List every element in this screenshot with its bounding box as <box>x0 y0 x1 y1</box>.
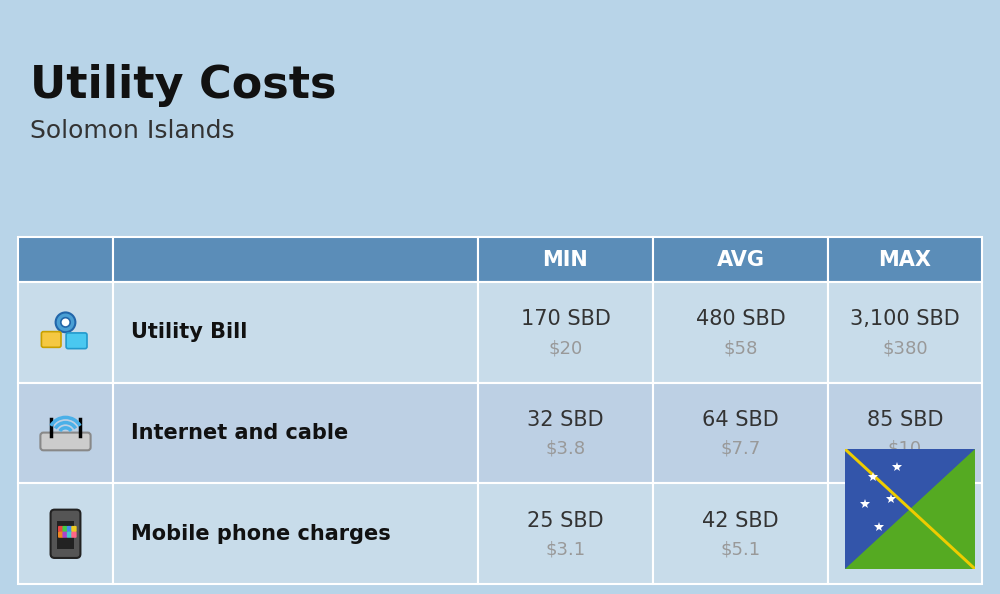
FancyBboxPatch shape <box>653 282 828 383</box>
FancyBboxPatch shape <box>18 383 113 484</box>
FancyBboxPatch shape <box>478 282 653 383</box>
Text: $7.7: $7.7 <box>720 440 761 458</box>
Text: 480 SBD: 480 SBD <box>696 309 785 329</box>
Text: 25 SBD: 25 SBD <box>527 511 604 530</box>
FancyBboxPatch shape <box>62 526 68 532</box>
FancyBboxPatch shape <box>67 526 72 532</box>
Polygon shape <box>845 449 975 569</box>
FancyBboxPatch shape <box>828 383 982 484</box>
FancyBboxPatch shape <box>58 532 63 538</box>
Text: Mobile phone charges: Mobile phone charges <box>131 524 391 544</box>
FancyBboxPatch shape <box>828 484 982 584</box>
Text: $3.8: $3.8 <box>545 440 586 458</box>
FancyBboxPatch shape <box>51 510 80 558</box>
FancyBboxPatch shape <box>653 383 828 484</box>
Text: Utility Costs: Utility Costs <box>30 64 336 107</box>
Text: $3.1: $3.1 <box>545 541 586 559</box>
FancyBboxPatch shape <box>40 432 91 450</box>
FancyBboxPatch shape <box>113 383 478 484</box>
FancyBboxPatch shape <box>71 532 77 538</box>
FancyBboxPatch shape <box>478 237 653 282</box>
Circle shape <box>56 312 75 332</box>
Text: Solomon Islands: Solomon Islands <box>30 119 235 143</box>
FancyBboxPatch shape <box>828 237 982 282</box>
FancyBboxPatch shape <box>113 484 478 584</box>
Text: $5.1: $5.1 <box>720 541 761 559</box>
Text: 42 SBD: 42 SBD <box>702 511 779 530</box>
Text: Utility Bill: Utility Bill <box>131 323 247 342</box>
FancyBboxPatch shape <box>67 532 72 538</box>
Text: $20: $20 <box>548 339 583 358</box>
FancyBboxPatch shape <box>478 484 653 584</box>
FancyBboxPatch shape <box>828 282 982 383</box>
Text: MAX: MAX <box>879 249 932 270</box>
FancyBboxPatch shape <box>18 282 113 383</box>
FancyBboxPatch shape <box>18 237 113 282</box>
Text: $58: $58 <box>723 339 758 358</box>
FancyBboxPatch shape <box>18 484 113 584</box>
Text: AVG: AVG <box>716 249 765 270</box>
FancyBboxPatch shape <box>71 526 77 532</box>
Circle shape <box>61 318 70 327</box>
FancyBboxPatch shape <box>653 484 828 584</box>
FancyBboxPatch shape <box>58 526 63 532</box>
FancyBboxPatch shape <box>62 532 68 538</box>
Text: Internet and cable: Internet and cable <box>131 423 348 443</box>
FancyBboxPatch shape <box>41 331 61 347</box>
Text: 3,100 SBD: 3,100 SBD <box>850 309 960 329</box>
Text: 85 SBD: 85 SBD <box>867 410 943 430</box>
Text: $15: $15 <box>888 541 922 559</box>
FancyBboxPatch shape <box>845 449 975 569</box>
FancyBboxPatch shape <box>478 383 653 484</box>
Text: $10: $10 <box>888 440 922 458</box>
Text: 32 SBD: 32 SBD <box>527 410 604 430</box>
FancyBboxPatch shape <box>57 522 74 549</box>
Text: 130 SBD: 130 SBD <box>860 511 950 530</box>
FancyBboxPatch shape <box>653 237 828 282</box>
Text: 170 SBD: 170 SBD <box>521 309 610 329</box>
FancyBboxPatch shape <box>66 333 87 349</box>
FancyBboxPatch shape <box>113 237 478 282</box>
Text: 64 SBD: 64 SBD <box>702 410 779 430</box>
Polygon shape <box>845 449 975 569</box>
FancyBboxPatch shape <box>113 282 478 383</box>
Text: $380: $380 <box>882 339 928 358</box>
Text: MIN: MIN <box>543 249 588 270</box>
